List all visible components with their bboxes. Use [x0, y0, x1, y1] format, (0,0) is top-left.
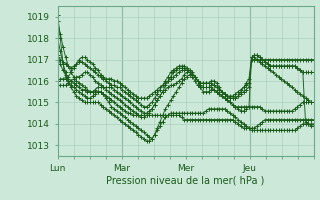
X-axis label: Pression niveau de la mer( hPa ): Pression niveau de la mer( hPa ) — [107, 175, 265, 185]
